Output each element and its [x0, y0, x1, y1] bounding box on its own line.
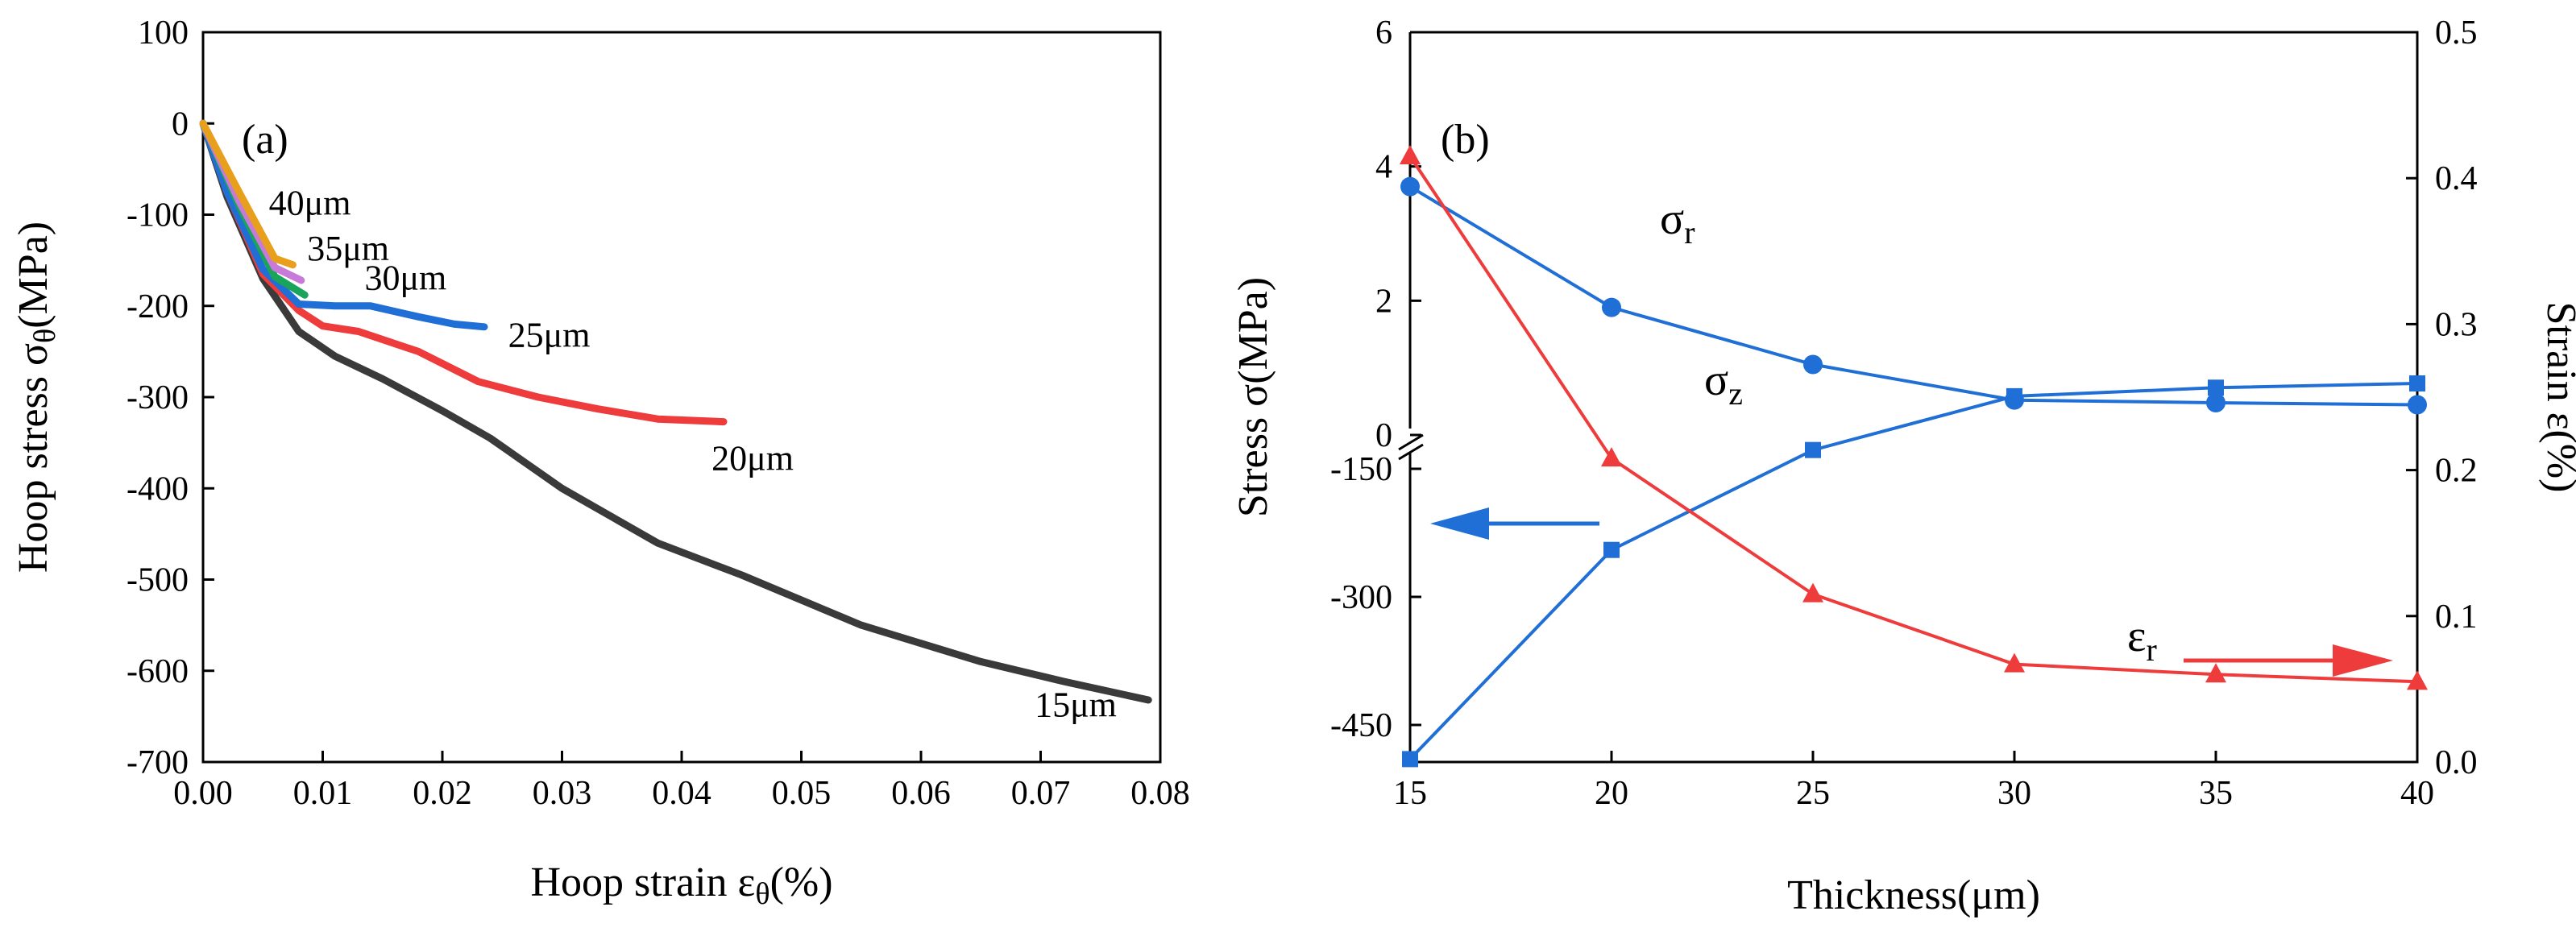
data-point-square — [1402, 751, 1418, 768]
y-tick-label: 100 — [138, 14, 189, 52]
panel-b-plot-frame — [1408, 31, 2419, 764]
left-tick-label: -150 — [1330, 451, 1392, 488]
x-tick-label: 30 — [1997, 775, 2031, 812]
y-tick-label: -700 — [127, 744, 189, 781]
data-point-circle — [1400, 176, 1420, 197]
series-line-εr — [1408, 155, 2418, 684]
right-tick-label: 0.4 — [2435, 160, 2478, 197]
left-tick-label: 0 — [1375, 417, 1392, 454]
x-tick-label: 0.03 — [533, 775, 592, 812]
axis-break-mark — [1398, 433, 1424, 461]
x-tick-label: 0.05 — [772, 775, 832, 812]
y-tick-label: -200 — [127, 288, 189, 325]
panel-a-y-axis-title: Hoop stress σθ(MPa) — [10, 222, 62, 573]
thickness-label: 30μm — [364, 258, 446, 297]
data-point-triangle — [2205, 663, 2226, 683]
data-point-circle — [2206, 393, 2225, 412]
series-label-εr: εr — [2127, 611, 2157, 668]
left-tick-label: 6 — [1375, 14, 1392, 52]
y-tick-label: -500 — [127, 562, 189, 599]
x-tick-label: 0.07 — [1011, 775, 1071, 812]
series-line-40um — [199, 119, 297, 269]
thickness-label: 35μm — [307, 229, 389, 268]
panel-b-left-y-axis: 0 2 4 6 -150 -300 -450 — [1330, 14, 1421, 744]
data-point-triangle — [2407, 670, 2428, 690]
thickness-label: 15μm — [1035, 685, 1117, 724]
series-label-σz: σz — [1704, 355, 1743, 412]
y-tick-label: -100 — [127, 197, 189, 234]
right-axis-arrow — [2184, 644, 2393, 677]
panel-b-series — [1400, 145, 2428, 768]
right-tick-label: 0.2 — [2435, 453, 2478, 490]
right-tick-label: 0.0 — [2435, 744, 2478, 781]
series-line-σz — [1408, 382, 2418, 760]
y-tick-label: -400 — [127, 470, 189, 507]
x-tick-label: 15 — [1393, 775, 1427, 812]
x-tick-label: 0.02 — [413, 775, 472, 812]
panel-b-right-y-axis: 0.0 0.1 0.2 0.3 0.4 0.5 — [2406, 14, 2478, 781]
x-tick-label: 0.06 — [891, 775, 951, 812]
panel-a-x-axis-title: Hoop strain εθ(%) — [530, 859, 832, 911]
y-tick-label: -600 — [127, 653, 189, 690]
x-tick-label: 35 — [2199, 775, 2233, 812]
right-tick-label: 0.3 — [2435, 306, 2478, 343]
panel-b-x-axis-title: Thickness(μm) — [1787, 872, 2040, 918]
x-tick-label: 0.01 — [293, 775, 353, 812]
left-tick-label: -300 — [1330, 579, 1392, 616]
panel-b-x-axis: 15 20 25 30 35 40 — [1393, 751, 2434, 812]
x-tick-label: 25 — [1796, 775, 1830, 812]
right-tick-label: 0.5 — [2435, 14, 2478, 52]
series-line-σr — [1408, 184, 2418, 407]
panel-a-y-axis: 100 0 -100 -200 -300 -400 -500 -600 -700 — [127, 14, 214, 781]
data-point-triangle — [2004, 652, 2025, 673]
panel-b-series-labels: σr σz εr — [1660, 194, 2157, 668]
right-tick-label: 0.1 — [2435, 598, 2478, 636]
panel-a-hoop-stress-chart: 0.00 0.01 0.02 0.03 0.04 0.05 0.06 0.07 0.08 100… — [10, 14, 1190, 911]
panel-b-left-y-axis-title: Stress σ(MPa) — [1230, 277, 1276, 517]
data-point-square — [1805, 441, 1821, 458]
x-tick-label: 0.04 — [652, 775, 711, 812]
x-tick-label: 0.00 — [173, 775, 233, 812]
panel-b-label: (b) — [1441, 117, 1490, 163]
series-line-25um — [199, 119, 488, 331]
data-point-square — [1603, 541, 1620, 558]
data-point-triangle — [1400, 145, 1421, 165]
thickness-label: 25μm — [508, 316, 591, 355]
panel-b-right-y-axis-title: Strain ε(%) — [2538, 302, 2576, 493]
series-line-15um — [199, 119, 1152, 704]
data-point-circle — [1803, 354, 1823, 375]
thickness-label: 20μm — [711, 439, 794, 478]
data-point-square — [2208, 379, 2224, 396]
data-point-circle — [1602, 297, 1621, 317]
y-tick-label: -300 — [127, 379, 189, 416]
series-label-σr: σr — [1660, 194, 1695, 251]
left-tick-label: 4 — [1375, 149, 1392, 186]
panel-a-label: (a) — [242, 117, 288, 163]
x-tick-label: 0.08 — [1130, 775, 1190, 812]
panel-a-series — [199, 119, 1152, 704]
x-tick-label: 40 — [2400, 775, 2434, 812]
left-axis-arrow — [1430, 507, 1599, 540]
thickness-label: 40μm — [269, 184, 351, 223]
panel-a-x-axis: 0.00 0.01 0.02 0.03 0.04 0.05 0.06 0.07 0.08 — [173, 751, 1190, 812]
panel-a-plot-frame — [201, 31, 1162, 764]
y-tick-label: 0 — [172, 106, 189, 143]
left-tick-label: -450 — [1330, 707, 1392, 744]
data-point-circle — [2408, 395, 2427, 415]
data-point-square — [2409, 375, 2425, 391]
x-tick-label: 20 — [1595, 775, 1628, 812]
data-point-triangle — [1802, 582, 1823, 603]
data-point-triangle — [1601, 447, 1622, 467]
data-point-square — [2006, 387, 2022, 404]
left-tick-label: 2 — [1375, 283, 1392, 320]
